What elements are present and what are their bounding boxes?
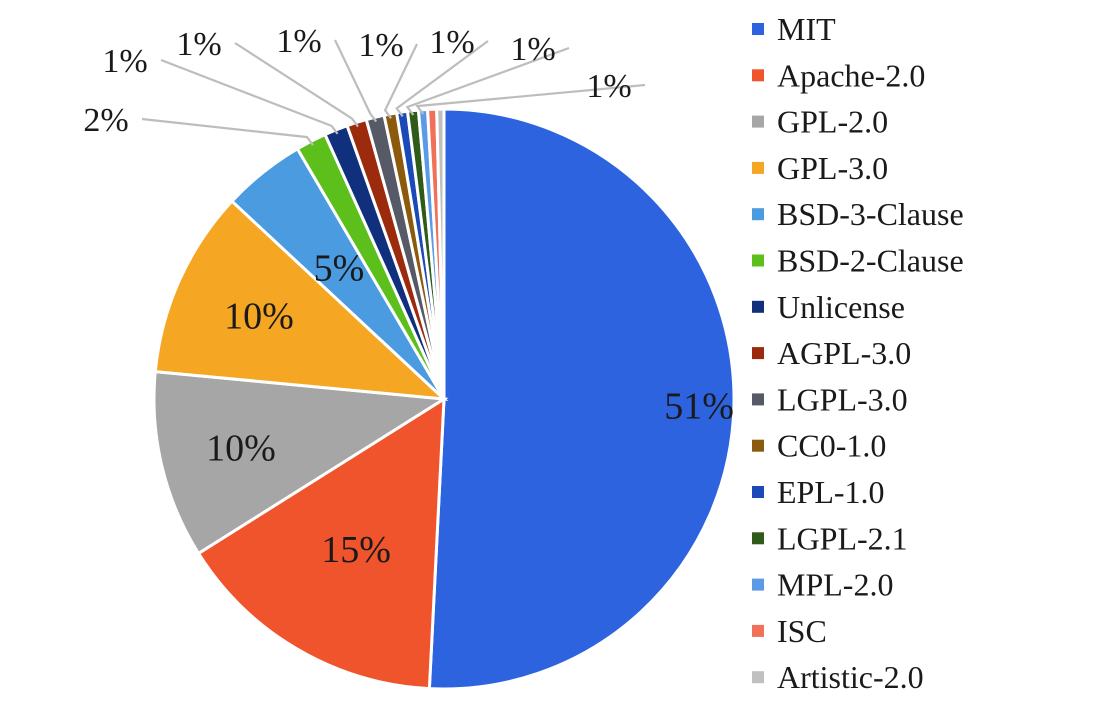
legend-label-bsd-3-clause: BSD-3-Clause bbox=[777, 196, 964, 232]
legend-swatch-bsd-2-clause bbox=[752, 254, 764, 267]
legend-item-agpl-3-0: AGPL-3.0 bbox=[752, 335, 911, 371]
leader-line-agpl-3-0 bbox=[234, 42, 359, 128]
data-label-lgpl-2-1: 1% bbox=[510, 31, 555, 68]
legend-label-cc0-1-0: CC0-1.0 bbox=[777, 428, 886, 464]
data-label-agpl-3-0: 1% bbox=[176, 26, 221, 63]
legend-item-bsd-3-clause: BSD-3-Clause bbox=[752, 196, 964, 232]
slice-gpl-3-0 bbox=[153, 199, 449, 401]
leader-line-lgpl-3-0 bbox=[334, 39, 378, 123]
legend-swatch-lgpl-2-1 bbox=[752, 532, 764, 545]
legend-swatch-lgpl-3-0 bbox=[752, 393, 764, 406]
data-label-bsd-2-clause: 2% bbox=[83, 102, 128, 139]
data-label-unlicense: 1% bbox=[102, 43, 147, 80]
legend-item-mit: MIT bbox=[752, 11, 836, 47]
legend-swatch-agpl-3-0 bbox=[752, 347, 764, 360]
legend-swatch-gpl-3-0 bbox=[752, 161, 764, 174]
data-label-epl-1-0: 1% bbox=[429, 24, 474, 61]
leader-line-mpl-2-0 bbox=[415, 83, 646, 115]
legend-swatch-gpl-2-0 bbox=[752, 115, 764, 128]
legend-label-isc: ISC bbox=[777, 613, 827, 649]
legend-label-epl-1-0: EPL-1.0 bbox=[777, 474, 885, 510]
legend-swatch-mpl-2-0 bbox=[752, 578, 764, 591]
legend-item-gpl-2-0: GPL-2.0 bbox=[752, 104, 888, 140]
slice-gpl-2-0 bbox=[152, 369, 449, 556]
legend-item-unlicense: Unlicense bbox=[752, 289, 905, 325]
legend-item-lgpl-2-1: LGPL-2.1 bbox=[752, 520, 908, 556]
legend-label-unlicense: Unlicense bbox=[777, 289, 905, 325]
slice-mit bbox=[427, 107, 736, 691]
legend-label-gpl-2-0: GPL-2.0 bbox=[777, 104, 888, 140]
legend-swatch-unlicense bbox=[752, 300, 764, 313]
legend-swatch-cc0-1-0 bbox=[752, 439, 764, 452]
legend-item-artistic-2-0: Artistic-2.0 bbox=[752, 659, 924, 695]
legend-item-apache-2-0: Apache-2.0 bbox=[752, 57, 925, 93]
leader-line-lgpl-2-1 bbox=[405, 46, 570, 116]
legend-label-bsd-2-clause: BSD-2-Clause bbox=[777, 243, 964, 279]
legend-swatch-bsd-3-clause bbox=[752, 208, 764, 221]
data-label-gpl-3-0: 10% bbox=[224, 296, 294, 338]
legend-label-lgpl-3-0: LGPL-3.0 bbox=[777, 381, 908, 417]
leader-line-unlicense bbox=[160, 58, 339, 135]
data-label-mit: 51% bbox=[664, 385, 734, 427]
legend-swatch-artistic-2-0 bbox=[752, 671, 764, 684]
slice-apache-2-0 bbox=[196, 396, 446, 691]
pie-leader-lines bbox=[141, 39, 646, 146]
pie-slices bbox=[152, 107, 736, 691]
legend-swatch-apache-2-0 bbox=[752, 69, 764, 82]
legend-label-artistic-2-0: Artistic-2.0 bbox=[777, 659, 924, 695]
legend-item-mpl-2-0: MPL-2.0 bbox=[752, 567, 893, 603]
legend-swatch-mit bbox=[752, 23, 764, 35]
pie-data-labels: 51% 15% 10% 10% 5% 2% 1% 1% 1% 1% 1% 1% 1% bbox=[83, 23, 734, 571]
leader-line-cc0-1-0 bbox=[383, 43, 418, 119]
leader-line-bsd-2-clause bbox=[141, 117, 314, 146]
legend-item-bsd-2-clause: BSD-2-Clause bbox=[752, 243, 964, 279]
legend-item-lgpl-3-0: LGPL-3.0 bbox=[752, 381, 908, 417]
legend-item-isc: ISC bbox=[752, 613, 827, 649]
legend-item-gpl-3-0: GPL-3.0 bbox=[752, 150, 888, 186]
data-label-bsd-3-clause: 5% bbox=[314, 248, 365, 290]
legend-swatch-epl-1-0 bbox=[752, 486, 764, 498]
data-label-mpl-2-0: 1% bbox=[586, 68, 631, 105]
legend-label-lgpl-2-1: LGPL-2.1 bbox=[777, 520, 908, 556]
legend-item-cc0-1-0: CC0-1.0 bbox=[752, 428, 886, 464]
slice-artistic-2-0 bbox=[435, 107, 446, 400]
data-label-gpl-2-0: 10% bbox=[206, 427, 276, 469]
data-label-lgpl-3-0: 1% bbox=[276, 23, 321, 60]
legend-label-gpl-3-0: GPL-3.0 bbox=[777, 150, 888, 186]
legend-label-mpl-2-0: MPL-2.0 bbox=[777, 567, 893, 603]
legend-swatch-isc bbox=[752, 624, 764, 637]
legend-label-apache-2-0: Apache-2.0 bbox=[777, 57, 925, 93]
legend-item-epl-1-0: EPL-1.0 bbox=[752, 474, 885, 510]
legend-label-mit: MIT bbox=[777, 11, 836, 47]
legend: MIT Apache-2.0 GPL-2.0 GPL-3.0 BSD-3-Clause B… bbox=[752, 11, 964, 695]
data-label-apache-2-0: 15% bbox=[321, 529, 391, 571]
data-label-cc0-1-0: 1% bbox=[358, 27, 403, 64]
legend-label-agpl-3-0: AGPL-3.0 bbox=[777, 335, 911, 371]
leader-line-epl-1-0 bbox=[395, 40, 489, 118]
